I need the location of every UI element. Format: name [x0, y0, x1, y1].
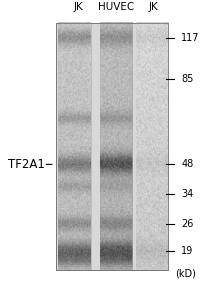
Bar [56, 23, 167, 270]
Text: 26: 26 [180, 219, 193, 229]
Text: 117: 117 [180, 33, 199, 43]
Text: 19: 19 [180, 246, 192, 256]
Text: (kD): (kD) [174, 268, 195, 278]
Text: 48: 48 [180, 159, 192, 170]
Text: JK: JK [147, 2, 157, 12]
Text: HUVEC: HUVEC [97, 2, 133, 12]
Text: 85: 85 [180, 74, 193, 84]
Text: JK: JK [73, 2, 83, 12]
Text: 34: 34 [180, 189, 192, 199]
Bar [56, 23, 167, 270]
Text: TF2A1: TF2A1 [8, 158, 45, 171]
